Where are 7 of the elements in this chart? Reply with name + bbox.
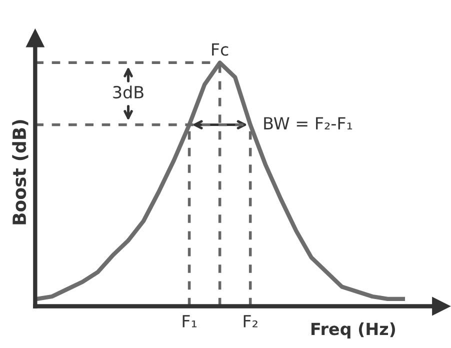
x-axis-title: Freq (Hz) <box>312 322 395 338</box>
x-tick-label: F₁ <box>182 315 197 328</box>
annotation: 3dB <box>113 86 144 99</box>
y-axis-title: Boost (dB) <box>12 120 28 224</box>
x-tick-label: F₂ <box>244 315 258 328</box>
text: Fc <box>212 43 228 56</box>
annotation: BW = F₂-F₁ <box>264 117 352 130</box>
